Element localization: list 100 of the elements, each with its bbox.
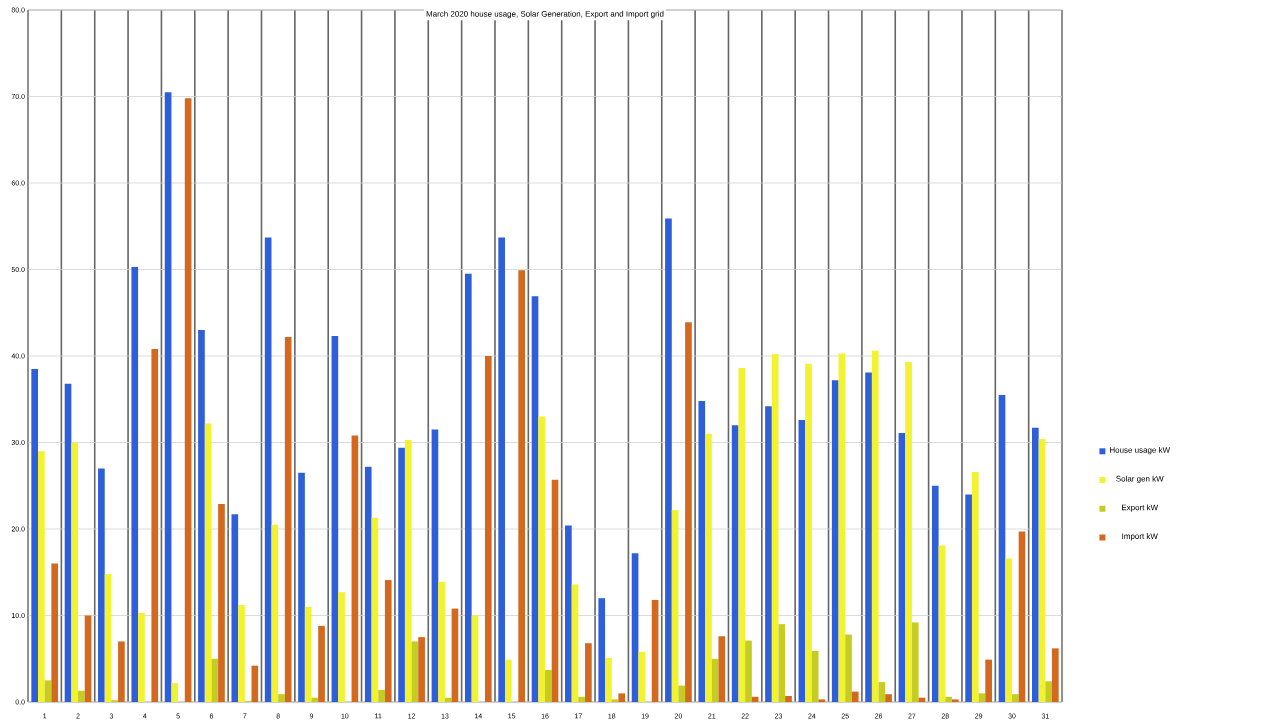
bar xyxy=(638,651,646,702)
bar xyxy=(665,218,672,702)
bar xyxy=(118,641,125,702)
bar xyxy=(484,356,492,702)
bar xyxy=(678,685,686,702)
bar xyxy=(338,592,345,702)
bar xyxy=(778,624,786,702)
bar xyxy=(418,637,425,702)
bar xyxy=(531,296,539,702)
bar xyxy=(64,383,72,702)
bar xyxy=(705,433,712,702)
bar xyxy=(431,429,439,702)
bar xyxy=(371,517,379,702)
bar xyxy=(238,605,245,702)
bar xyxy=(198,330,205,702)
bar xyxy=(164,92,172,702)
bar xyxy=(631,553,639,702)
bar xyxy=(1018,531,1026,702)
bar xyxy=(184,98,192,702)
bar xyxy=(438,581,445,702)
bar xyxy=(1045,681,1053,702)
bar xyxy=(44,680,52,702)
bar xyxy=(398,447,405,702)
bar xyxy=(878,682,886,702)
bar xyxy=(771,354,779,702)
bar xyxy=(651,599,659,702)
bar xyxy=(138,612,145,702)
bar xyxy=(871,350,879,702)
bar xyxy=(945,696,952,702)
bar xyxy=(411,641,419,702)
bar xyxy=(404,439,412,702)
bar xyxy=(538,416,546,702)
bar xyxy=(798,420,806,702)
bar xyxy=(971,471,979,702)
bar xyxy=(131,266,139,702)
bar xyxy=(718,636,726,702)
bar xyxy=(171,682,179,702)
bar xyxy=(618,693,626,702)
bar xyxy=(565,525,572,702)
bar xyxy=(271,524,279,702)
bar xyxy=(765,406,772,702)
bar xyxy=(985,659,992,702)
bar xyxy=(218,503,225,702)
bar xyxy=(571,584,579,702)
bar xyxy=(578,696,586,702)
bar xyxy=(51,563,59,702)
bar xyxy=(204,423,212,702)
bar xyxy=(851,691,859,702)
bar xyxy=(698,400,706,702)
bar xyxy=(498,237,505,702)
bar xyxy=(104,573,112,702)
bar xyxy=(965,494,972,702)
bar xyxy=(831,380,839,702)
bar xyxy=(598,598,606,702)
bar xyxy=(745,640,752,702)
bar xyxy=(504,659,512,702)
bar xyxy=(304,606,312,702)
bar xyxy=(785,695,792,702)
bar xyxy=(38,451,45,702)
bar xyxy=(1052,648,1059,702)
bar xyxy=(384,580,392,702)
bar xyxy=(738,368,746,702)
bar xyxy=(331,336,339,702)
bar xyxy=(364,466,372,702)
bar xyxy=(98,468,105,702)
bar xyxy=(731,425,739,702)
bar xyxy=(31,368,39,702)
bar xyxy=(151,349,159,702)
bar xyxy=(805,363,812,702)
bar xyxy=(811,650,819,702)
bar xyxy=(838,353,846,702)
bar xyxy=(938,545,946,702)
bar xyxy=(1011,694,1019,702)
bar xyxy=(1005,558,1012,702)
bar xyxy=(845,634,852,702)
bar xyxy=(264,237,272,702)
bar xyxy=(231,514,239,702)
bar xyxy=(911,622,919,702)
bar xyxy=(71,442,79,702)
bar xyxy=(284,336,292,702)
bar xyxy=(885,694,892,702)
bar xyxy=(251,665,259,702)
bar xyxy=(318,625,325,702)
bar xyxy=(865,372,872,702)
bar xyxy=(551,479,559,702)
bar xyxy=(585,643,592,702)
bar xyxy=(605,657,612,702)
bar xyxy=(931,485,939,702)
bar xyxy=(905,362,912,702)
bar xyxy=(78,690,85,702)
bar xyxy=(278,694,285,702)
bar xyxy=(378,689,385,702)
bar xyxy=(1038,439,1046,702)
bar xyxy=(451,608,459,702)
bar xyxy=(898,432,906,702)
bar xyxy=(685,322,692,702)
bar xyxy=(518,270,525,702)
bar xyxy=(545,669,552,702)
bar xyxy=(998,394,1006,702)
bar xyxy=(464,273,472,702)
